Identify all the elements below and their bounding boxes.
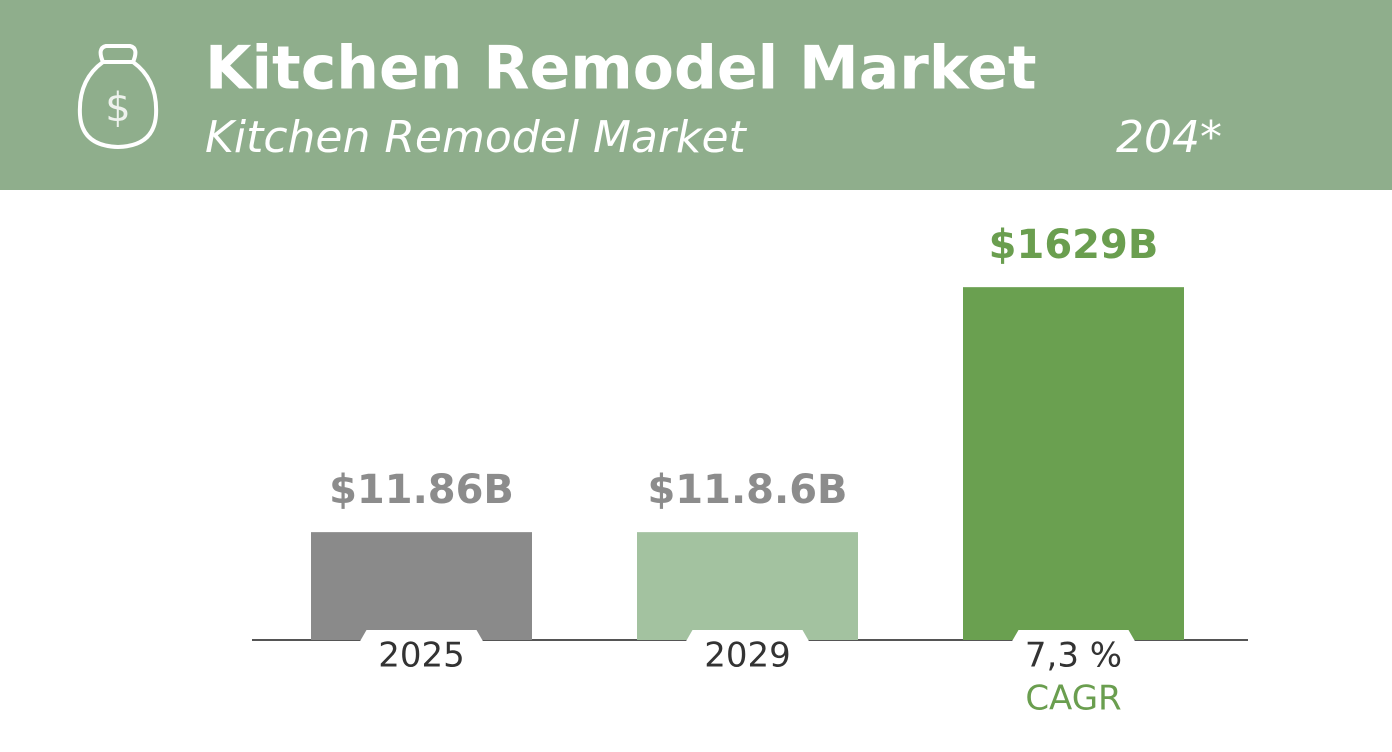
value-label: $1629B	[989, 222, 1159, 268]
bar	[637, 532, 858, 640]
category-badge	[677, 630, 818, 682]
category-badge	[351, 630, 492, 682]
category-note: CAGR	[1025, 679, 1121, 719]
header-annotation: 204*	[1116, 112, 1222, 163]
svg-text:$: $	[105, 85, 130, 131]
header-band	[0, 0, 1392, 190]
x-tick-label: 2025	[378, 636, 465, 676]
chart-subtitle: Kitchen Remodel Market	[205, 112, 748, 163]
value-label: $11.8.6B	[647, 467, 847, 513]
value-label: $11.86B	[329, 467, 514, 513]
bar	[963, 287, 1184, 640]
money-bag-icon: $	[77, 44, 159, 150]
x-tick-label: 7,3 %	[1025, 636, 1122, 676]
bar	[311, 532, 532, 640]
category-badge	[1003, 630, 1144, 682]
chart-title: Kitchen Remodel Market	[205, 34, 1037, 104]
x-tick-label: 2029	[704, 636, 791, 676]
